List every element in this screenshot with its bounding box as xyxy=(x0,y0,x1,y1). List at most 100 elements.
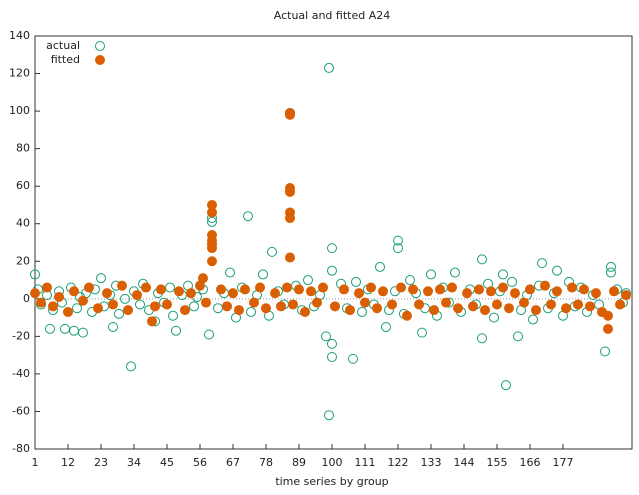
legend-marker xyxy=(95,41,105,51)
point xyxy=(108,321,118,332)
point xyxy=(435,284,445,295)
point xyxy=(114,308,124,319)
x-tick-label: 78 xyxy=(259,456,273,469)
point xyxy=(504,303,514,314)
point xyxy=(36,297,46,308)
point xyxy=(573,299,583,310)
point xyxy=(450,267,460,278)
point xyxy=(600,346,610,357)
x-tick-label: 23 xyxy=(94,456,108,469)
point xyxy=(30,269,40,280)
point xyxy=(207,243,217,254)
point xyxy=(48,301,58,312)
point xyxy=(303,275,313,286)
point xyxy=(402,310,412,321)
point xyxy=(579,284,589,295)
point xyxy=(615,299,625,310)
y-tick-label: -60 xyxy=(12,404,30,417)
point xyxy=(330,301,340,312)
point xyxy=(405,275,415,286)
point xyxy=(597,306,607,317)
point xyxy=(606,267,616,278)
point xyxy=(552,265,562,276)
point xyxy=(306,286,316,297)
point xyxy=(621,290,631,301)
point xyxy=(174,286,184,297)
y-tick-label: -20 xyxy=(12,329,30,342)
point xyxy=(78,295,88,306)
point xyxy=(267,246,277,257)
point xyxy=(585,301,595,312)
point xyxy=(261,303,271,314)
legend-marker xyxy=(95,55,105,65)
x-tick-label: 12 xyxy=(61,456,75,469)
point xyxy=(468,301,478,312)
point xyxy=(300,306,310,317)
point xyxy=(528,314,538,325)
point xyxy=(189,301,199,312)
point xyxy=(240,284,250,295)
point xyxy=(282,282,292,293)
legend-label: actual xyxy=(46,39,80,52)
point xyxy=(489,312,499,323)
point xyxy=(423,286,433,297)
point xyxy=(69,325,79,336)
point xyxy=(123,305,133,316)
x-tick-label: 144 xyxy=(454,456,475,469)
y-tick-label: -80 xyxy=(12,442,30,455)
point xyxy=(78,327,88,338)
point xyxy=(150,301,160,312)
y-tick-label: -40 xyxy=(12,367,30,380)
point xyxy=(327,338,337,349)
point xyxy=(249,297,259,308)
point xyxy=(285,252,295,263)
x-tick-label: 122 xyxy=(388,456,409,469)
point xyxy=(285,186,295,197)
point xyxy=(108,299,118,310)
point xyxy=(117,280,127,291)
y-tick-label: 100 xyxy=(9,104,30,117)
point xyxy=(477,254,487,265)
point xyxy=(393,235,403,246)
point xyxy=(393,243,403,254)
point xyxy=(513,331,523,342)
point xyxy=(246,306,256,317)
point xyxy=(285,109,295,120)
point xyxy=(327,243,337,254)
point xyxy=(207,207,217,218)
point xyxy=(132,290,142,301)
point xyxy=(591,288,601,299)
x-tick-label: 89 xyxy=(292,456,306,469)
point xyxy=(102,288,112,299)
point xyxy=(351,276,361,287)
chart-title: Actual and fitted A24 xyxy=(274,9,390,22)
point xyxy=(162,299,172,310)
point xyxy=(234,305,244,316)
point xyxy=(453,303,463,314)
plot-frame xyxy=(34,35,633,450)
point xyxy=(165,282,175,293)
y-tick-label: 80 xyxy=(16,142,30,155)
point xyxy=(381,321,391,332)
point xyxy=(606,261,616,272)
x-tick-label: 34 xyxy=(127,456,141,469)
point xyxy=(255,282,265,293)
point xyxy=(531,305,541,316)
point xyxy=(135,299,145,310)
point xyxy=(270,288,280,299)
point xyxy=(486,286,496,297)
point xyxy=(360,297,370,308)
point xyxy=(609,286,619,297)
point xyxy=(378,286,388,297)
point xyxy=(141,282,151,293)
point xyxy=(180,305,190,316)
y-tick-label: 120 xyxy=(9,67,30,80)
point xyxy=(54,291,64,302)
point xyxy=(387,299,397,310)
point xyxy=(228,288,238,299)
point xyxy=(195,280,205,291)
point xyxy=(318,282,328,293)
point xyxy=(537,258,547,269)
point xyxy=(294,284,304,295)
y-tick-label: 140 xyxy=(9,29,30,42)
